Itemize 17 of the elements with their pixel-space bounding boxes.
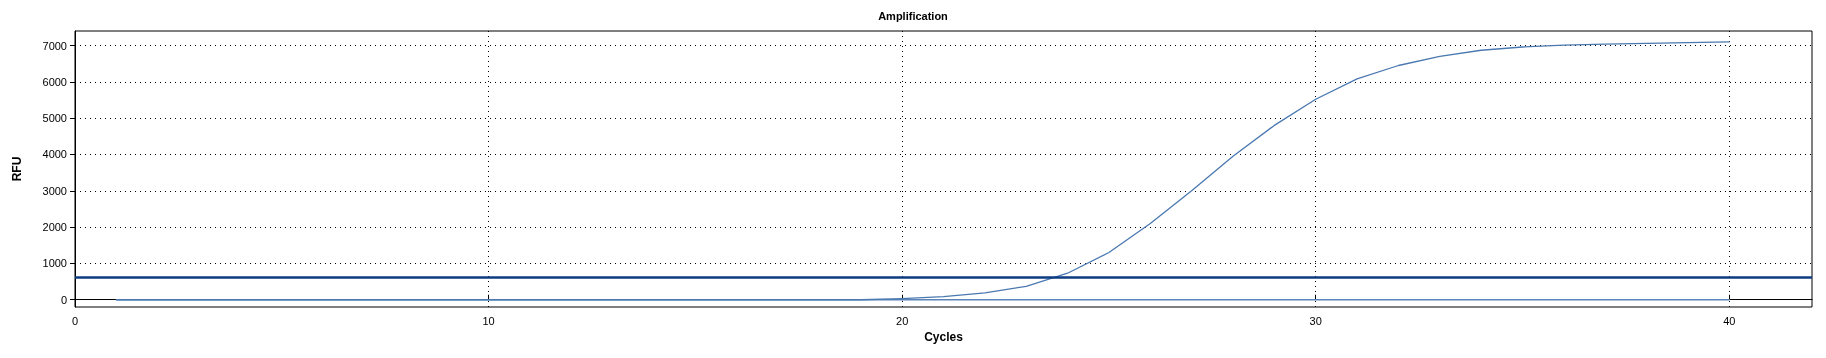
x-tick-label: 0 <box>71 314 79 327</box>
y-tick-label: 0 <box>60 293 67 306</box>
y-tick-label: 4000 <box>42 148 67 161</box>
x-axis-title: Cycles <box>924 330 964 344</box>
y-tick-label: 2000 <box>42 221 67 234</box>
x-tick-label: 10 <box>482 314 495 327</box>
y-tick-label: 3000 <box>42 184 67 197</box>
x-tick-label: 20 <box>896 314 909 327</box>
y-tick-label: 5000 <box>42 112 67 125</box>
y-tick-label: 6000 <box>42 75 67 88</box>
line-series <box>115 41 1730 301</box>
y-tick-label: 1000 <box>42 257 67 270</box>
x-tick-label: 40 <box>1723 314 1736 327</box>
chart-title: Amplification <box>878 9 949 22</box>
y-axis-title: RFU <box>10 156 24 182</box>
x-tick-label: 30 <box>1309 314 1322 327</box>
y-tick-label: 7000 <box>42 39 67 52</box>
